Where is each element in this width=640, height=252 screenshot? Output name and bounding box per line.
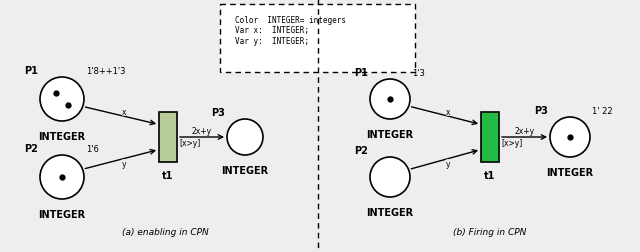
Circle shape <box>40 78 84 121</box>
Text: 2x+y: 2x+y <box>192 127 212 136</box>
Text: 2x+y: 2x+y <box>515 127 534 136</box>
Text: x: x <box>122 108 126 116</box>
Text: INTEGER: INTEGER <box>367 130 413 139</box>
Text: t1: t1 <box>163 170 173 180</box>
Text: 1'3: 1'3 <box>412 69 425 78</box>
Text: (a) enabling in CPN: (a) enabling in CPN <box>122 227 209 236</box>
Text: y: y <box>122 159 126 168</box>
Circle shape <box>550 117 590 158</box>
Text: P1: P1 <box>354 68 368 78</box>
Text: INTEGER: INTEGER <box>38 209 86 219</box>
Bar <box>159 113 177 162</box>
Text: INTEGER: INTEGER <box>547 167 593 177</box>
Text: Color  INTEGER= integers
Var x:  INTEGER;
Var y:  INTEGER;: Color INTEGER= integers Var x: INTEGER; … <box>235 16 346 46</box>
Text: INTEGER: INTEGER <box>38 132 86 141</box>
Text: t1: t1 <box>484 170 496 180</box>
Text: P1: P1 <box>24 66 38 76</box>
Text: 1'8++1'3: 1'8++1'3 <box>86 67 125 76</box>
Text: P2: P2 <box>354 145 368 155</box>
Circle shape <box>40 155 84 199</box>
Text: 1'6: 1'6 <box>86 144 99 153</box>
Text: [x>y]: [x>y] <box>501 138 522 147</box>
Text: P3: P3 <box>534 106 548 115</box>
Text: INTEGER: INTEGER <box>221 165 269 175</box>
Text: P2: P2 <box>24 143 38 153</box>
Text: P3: P3 <box>211 108 225 117</box>
Circle shape <box>227 119 263 155</box>
Text: (b) Firing in CPN: (b) Firing in CPN <box>453 227 527 236</box>
Circle shape <box>370 158 410 197</box>
Text: [x>y]: [x>y] <box>179 138 200 147</box>
Text: INTEGER: INTEGER <box>367 207 413 217</box>
Text: x: x <box>445 107 450 116</box>
Text: y: y <box>445 160 450 168</box>
Bar <box>481 113 499 162</box>
Text: 1' 22: 1' 22 <box>592 107 612 115</box>
Bar <box>220 5 415 73</box>
Circle shape <box>370 80 410 119</box>
